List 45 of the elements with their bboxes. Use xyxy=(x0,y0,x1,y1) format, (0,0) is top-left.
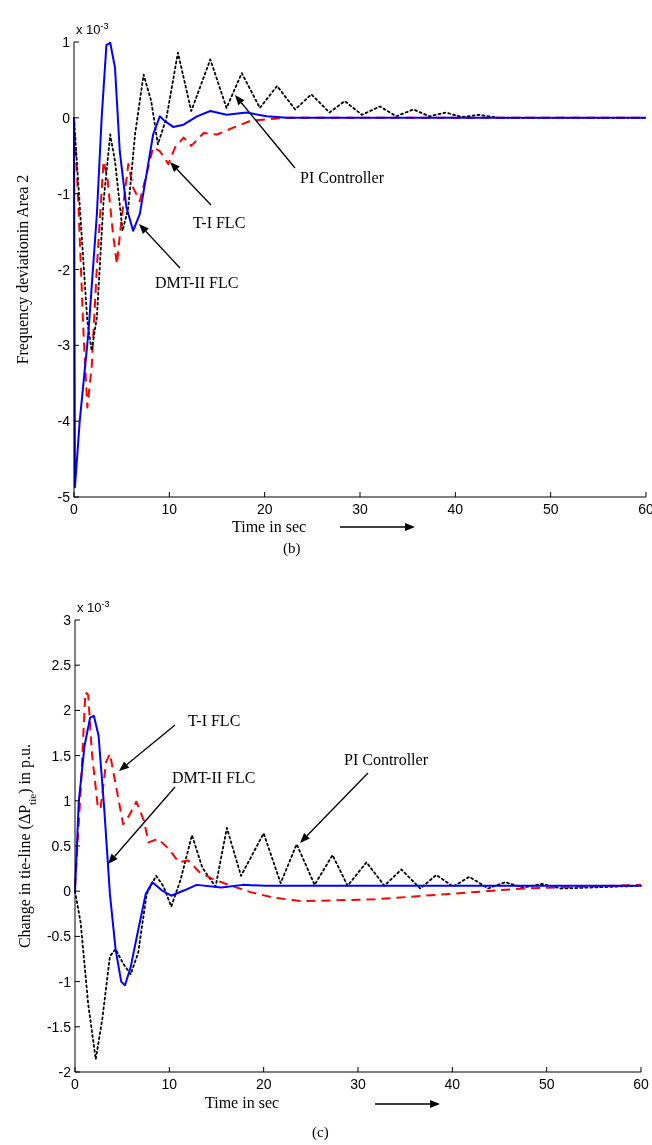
x-axis-title: Time in sec xyxy=(205,1094,280,1111)
annotation: PI Controller xyxy=(344,751,429,768)
x-tick-label: 60 xyxy=(633,1076,649,1092)
y-tick-label: -4 xyxy=(57,413,71,430)
x-tick-label: 50 xyxy=(538,1076,555,1092)
text: x 10$^{-3}$ xyxy=(77,599,110,615)
y-tick-label: 0.5 xyxy=(51,838,72,854)
text: x 10$^{-3}$ xyxy=(76,21,109,37)
y-tick-label: 0 xyxy=(63,883,72,900)
annotation: T-I FLC xyxy=(193,214,246,231)
x-tick-label: 10 xyxy=(161,1076,178,1092)
annotation: DMT-II FLC xyxy=(155,274,239,291)
x-tick-label: 20 xyxy=(255,1076,272,1092)
line-series xyxy=(74,714,642,987)
text: (c) xyxy=(312,1124,329,1141)
x-tick-label: 40 xyxy=(444,1076,461,1092)
y-tick-label: 0 xyxy=(62,109,71,126)
line-series xyxy=(74,691,642,903)
annotation: PI Controller xyxy=(300,169,385,186)
y-tick-label: 2 xyxy=(63,702,72,719)
x-tick-label: 30 xyxy=(350,1076,366,1092)
text: (b) xyxy=(283,540,301,557)
y-tick-label: -2 xyxy=(57,261,71,278)
x-tick-label: 30 xyxy=(352,501,368,517)
annotation: T-I FLC xyxy=(188,712,241,729)
line-series xyxy=(73,41,647,489)
y-tick-label: 3 xyxy=(63,612,72,628)
y-tick-label: -2 xyxy=(58,1064,72,1080)
y-tick-label: -1.5 xyxy=(46,1018,72,1035)
y-tick-label: -1 xyxy=(58,973,72,990)
y-tick-label: 2.5 xyxy=(51,657,72,674)
x-tick-label: 50 xyxy=(542,501,559,517)
y-tick-label: -5 xyxy=(57,489,71,505)
y-tick-label: 1 xyxy=(62,34,71,50)
y-tick-label: -3 xyxy=(57,337,71,354)
x-tick-label: 40 xyxy=(447,501,464,517)
y-tick-label: 1 xyxy=(63,792,72,809)
x-axis-title: Time in sec xyxy=(232,518,307,535)
x-tick-label: 20 xyxy=(256,501,273,517)
annotation: DMT-II FLC xyxy=(172,769,256,786)
y-tick-label: -0.5 xyxy=(46,928,72,945)
y-axis-title: Frequency deviationin Area 2 xyxy=(14,174,32,365)
y-tick-label: -1 xyxy=(57,185,71,202)
y-tick-label: 1.5 xyxy=(51,747,72,764)
x-tick-label: 10 xyxy=(161,501,178,517)
